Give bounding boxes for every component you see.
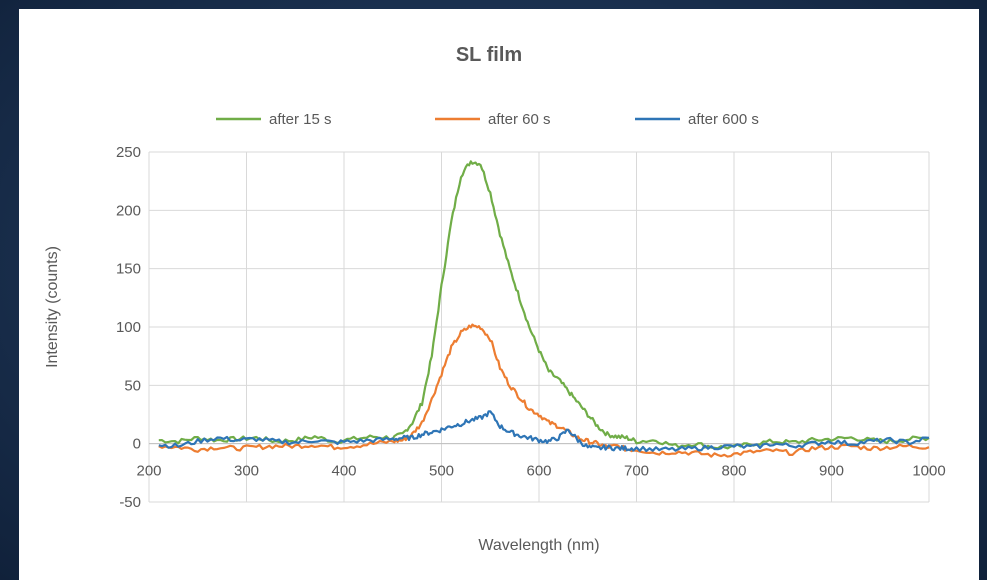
legend: after 15 s after 60 s after 600 s: [216, 111, 759, 128]
y-tick-label: 150: [116, 261, 141, 278]
y-tick-label: 200: [116, 202, 141, 219]
series-lines: [158, 160, 930, 458]
x-tick-label: 800: [721, 463, 746, 480]
series-line: [158, 323, 930, 458]
series-line: [158, 160, 930, 450]
x-tick-label: 400: [331, 463, 356, 480]
x-tick-label: 600: [526, 463, 551, 480]
chart-title: SL film: [456, 44, 522, 66]
chart-svg: SL film -50 0 50 100 150 200 250 200 300 400 500 60…: [44, 44, 946, 554]
x-axis-label: Wavelength (nm): [478, 537, 599, 554]
series-line: [158, 410, 930, 453]
legend-label: after 600 s: [688, 111, 759, 128]
legend-label: after 15 s: [269, 111, 332, 128]
y-axis-label: Intensity (counts): [44, 246, 61, 368]
chart-panel: SL film -50 0 50 100 150 200 250 200 300 400 500 60…: [19, 9, 979, 580]
y-tick-label: 250: [116, 144, 141, 161]
tick-labels: -50 0 50 100 150 200 250 200 300 400 500 600 700 800 9…: [116, 144, 946, 511]
x-tick-label: 1000: [912, 463, 945, 480]
x-tick-label: 700: [624, 463, 649, 480]
y-tick-label: 50: [124, 377, 141, 394]
x-tick-label: 900: [819, 463, 844, 480]
y-tick-label: -50: [119, 494, 141, 511]
x-tick-label: 200: [136, 463, 161, 480]
x-tick-label: 300: [234, 463, 259, 480]
y-tick-label: 100: [116, 319, 141, 336]
legend-label: after 60 s: [488, 111, 551, 128]
x-tick-label: 500: [429, 463, 454, 480]
grid: [148, 151, 930, 503]
y-tick-label: 0: [133, 436, 141, 453]
